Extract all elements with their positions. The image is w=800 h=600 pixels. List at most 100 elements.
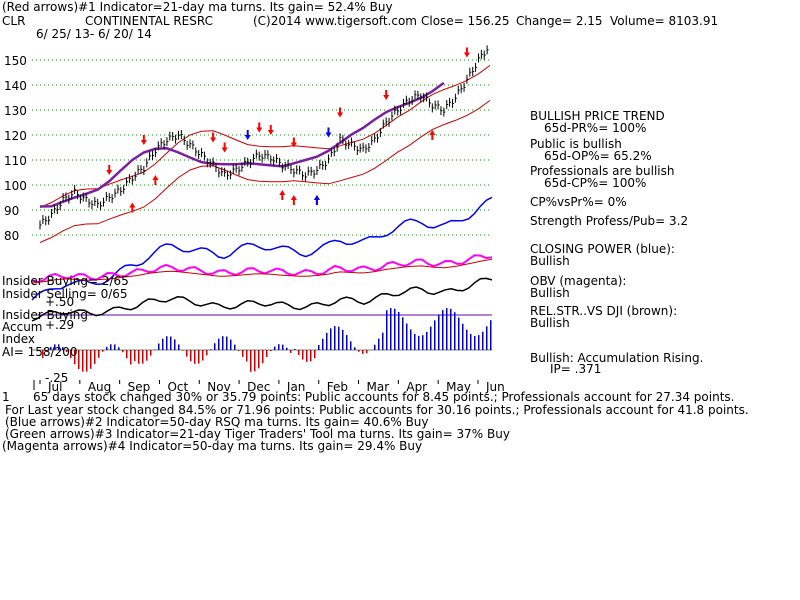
red-down-arrow <box>256 122 263 133</box>
accum-label: Accum <box>2 320 43 334</box>
x-tick-label: Nov <box>207 380 230 394</box>
x-tick-label: Apr <box>406 380 427 394</box>
accum-bar <box>486 326 488 350</box>
x-tick-label: Aug <box>88 380 111 394</box>
minus25-label: -.25 <box>45 371 69 385</box>
accum-bar <box>182 350 184 351</box>
accum-bar <box>122 350 124 353</box>
accum-bar <box>398 312 400 350</box>
cp-value: 65d-CP%= 100% <box>544 176 647 190</box>
accum-bar <box>234 344 236 350</box>
accum-bar <box>62 347 64 350</box>
accum-bar <box>478 335 480 350</box>
accum-bar <box>258 350 260 369</box>
price-line <box>39 45 489 230</box>
accum-bar <box>186 350 188 357</box>
insider-buying-label-2: Insider Buying <box>2 308 88 322</box>
obv-label: OBV (magenta): <box>530 274 627 288</box>
y-tick-label: 80 <box>4 229 19 243</box>
accum-bar <box>202 350 204 361</box>
accum-bar <box>50 347 52 350</box>
lower-band <box>39 99 491 243</box>
relstr-label: REL.STR..VS DJI (brown): <box>530 304 678 318</box>
accum-bar <box>138 350 140 364</box>
accum-bar <box>102 350 104 352</box>
x-tick-label: Jun <box>485 380 505 394</box>
red-down-arrow <box>140 135 147 145</box>
accum-bar <box>434 320 436 350</box>
obv-status: Bullish <box>530 286 570 300</box>
x-axis-labels: Jul Aug Sep Oct Nov Dec Jan Feb Mar Apr May Jun <box>39 380 505 394</box>
accum-bar <box>306 350 308 362</box>
bullish-trend-heading: BULLISH PRICE TREND <box>530 109 665 123</box>
footer-line-2: For Last year stock changed 84.5% or 71.… <box>5 403 749 417</box>
accum-bar <box>174 339 176 350</box>
accum-bar <box>82 350 84 372</box>
footer-line-1: 65 days stock changed 30% or 35.79 point… <box>33 390 735 404</box>
accum-bar <box>418 335 420 350</box>
accum-bar <box>70 350 72 359</box>
accum-rising-label: Bullish: Accumulation Rising. <box>530 351 704 365</box>
accum-bar <box>142 350 144 364</box>
date-range: 6/ 25/ 13- 6/ 20/ 14 <box>36 27 152 41</box>
red-down-arrow <box>463 47 470 58</box>
accum-bar <box>130 350 132 365</box>
x-tick-label: Jul <box>47 380 62 394</box>
accum-bar <box>158 343 160 350</box>
accum-bar <box>246 350 248 362</box>
y-tick-label: 120 <box>4 129 27 143</box>
y-tick-label: 140 <box>4 79 27 93</box>
accum-bar <box>230 339 232 350</box>
red-up-arrow <box>129 202 136 213</box>
accum-bar <box>198 350 200 364</box>
accum-bar <box>190 350 192 362</box>
upper-band <box>39 64 491 208</box>
x-tick-label: Mar <box>367 380 390 394</box>
accum-bar <box>470 333 472 350</box>
cpvspr-value: CP%vsPr%= 0% <box>530 195 627 209</box>
insider-buying-label: Insider Buying= 2/65 <box>2 274 129 288</box>
red-down-arrow <box>106 165 113 175</box>
accum-bar <box>362 350 364 354</box>
accum-bar <box>210 349 212 350</box>
accum-bar <box>278 344 280 350</box>
accum-bar <box>86 350 88 372</box>
x-tick-label: May <box>446 380 471 394</box>
accum-bar <box>250 350 252 372</box>
accum-bar <box>134 350 136 362</box>
accum-bar <box>118 347 120 350</box>
accum-bar <box>242 350 244 357</box>
pr-value: 65d-PR%= 100% <box>544 121 647 135</box>
accum-bar <box>482 331 484 350</box>
signal-arrows <box>106 47 470 213</box>
accum-bar <box>466 329 468 350</box>
accum-bar <box>74 350 76 365</box>
footer-line-1-prefix: 1 <box>2 390 10 404</box>
accum-bar <box>90 350 92 369</box>
y-tick-label: 100 <box>4 179 27 193</box>
accum-bar <box>254 350 256 372</box>
accum-bar <box>66 350 68 353</box>
accum-bar <box>462 323 464 350</box>
accum-bar <box>326 332 328 350</box>
accum-bar <box>450 308 452 350</box>
red-up-arrow <box>279 190 286 200</box>
y-tick-labels: 80 90 100 110 120 130 140 150 <box>4 54 27 243</box>
relstr-status: Bullish <box>530 316 570 330</box>
x-tick-label: Jan <box>286 380 306 394</box>
accum-value-label: +.29 <box>45 318 75 332</box>
accum-bar <box>330 328 332 350</box>
relstr-line <box>31 277 493 322</box>
strength-value: Strength Profess/Pub= 3.2 <box>530 214 689 228</box>
red-down-arrow <box>337 107 343 118</box>
ai-label: AI= 158/200 <box>2 345 78 359</box>
close-value: Close= 156.25 <box>421 14 510 28</box>
accum-bar <box>42 350 44 358</box>
plus50-label: +.50 <box>45 295 75 309</box>
accum-bar <box>358 350 360 352</box>
copyright-text: (C)2014 www.tigersoft.com <box>253 14 417 28</box>
ticker-symbol: CLR <box>2 14 26 28</box>
obv-ma-line <box>31 258 493 284</box>
accum-bar <box>214 343 216 350</box>
